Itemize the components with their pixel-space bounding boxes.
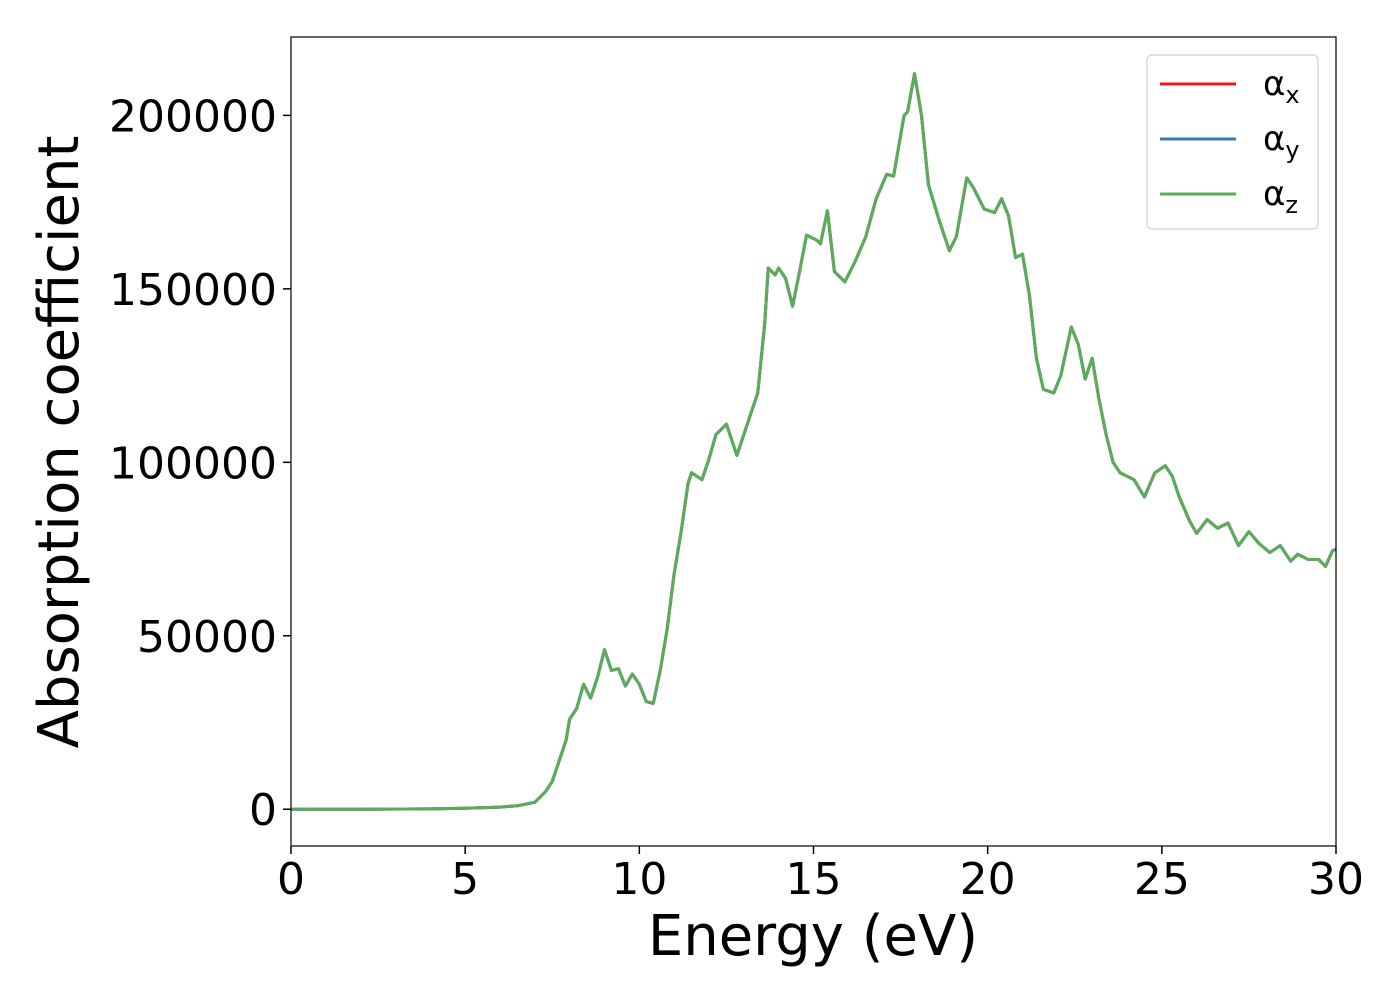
y-tick-label: 0 — [249, 785, 277, 836]
x-tick-label: 0 — [277, 854, 305, 905]
x-tick-label: 25 — [1134, 854, 1190, 905]
plot-frame — [290, 36, 1337, 847]
legend-label: αz — [1263, 174, 1298, 219]
x-axis-label: Energy (eV) — [648, 904, 978, 969]
x-tick-label: 15 — [786, 854, 842, 905]
legend-label: αy — [1263, 119, 1300, 164]
y-axis-label: Absorption coefficient — [27, 136, 92, 749]
x-tick-label: 5 — [451, 854, 479, 905]
y-tick-label: 150000 — [109, 265, 277, 316]
y-tick-label: 100000 — [109, 438, 277, 489]
legend-box — [1146, 54, 1319, 230]
x-tick-label: 20 — [960, 854, 1016, 905]
x-tick-label: 10 — [611, 854, 667, 905]
data-line — [291, 72, 1337, 811]
legend-label: αx — [1263, 64, 1300, 109]
legend: αx αy αz — [1146, 54, 1319, 230]
x-tick-label: 30 — [1308, 854, 1364, 905]
y-tick-label: 50000 — [137, 612, 277, 663]
y-tick-label: 200000 — [109, 91, 277, 142]
